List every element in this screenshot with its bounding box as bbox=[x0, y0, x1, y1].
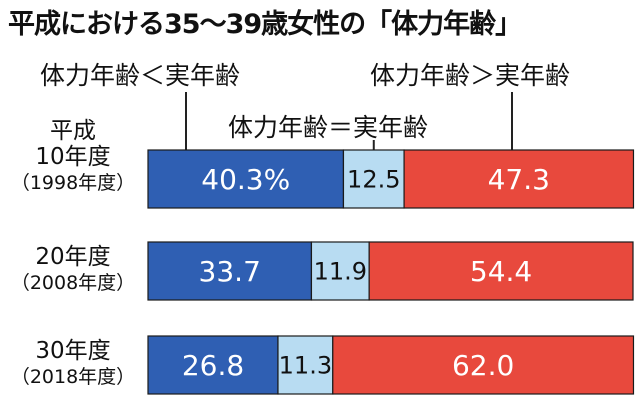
data-label-equal-0: 12.5 bbox=[347, 166, 400, 194]
data-label-higher-0: 47.3 bbox=[488, 163, 550, 196]
bar-segment-higher-2 bbox=[332, 335, 635, 395]
bar-segment-higher-0 bbox=[403, 149, 635, 209]
chart-title: 平成における35〜39歳女性の「体力年齢」 bbox=[8, 9, 522, 40]
bar-segment-lower-1 bbox=[147, 241, 313, 301]
legend-higher: 体力年齢＞実年齢 bbox=[370, 61, 571, 90]
bar-segment-higher-1 bbox=[368, 241, 634, 301]
data-label-equal-1: 11.9 bbox=[314, 258, 367, 286]
bar-segment-lower-0 bbox=[147, 149, 345, 209]
year-sub-label: （2018年度） bbox=[10, 366, 136, 388]
bar-segment-equal-1 bbox=[310, 241, 370, 301]
bar-segment-equal-2 bbox=[277, 335, 334, 395]
row-label-2018: 30年度 （2018年度） bbox=[0, 338, 146, 390]
era-label: 平成 bbox=[50, 118, 96, 144]
year-label: 30年度 bbox=[35, 338, 111, 364]
data-label-higher-2: 62.0 bbox=[452, 349, 514, 382]
year-sub-label: （1998年度） bbox=[10, 172, 136, 194]
legend-equal: 体力年齢＝実年齢 bbox=[228, 113, 429, 142]
data-label-lower-1: 33.7 bbox=[199, 255, 261, 288]
legend-lower: 体力年齢＜実年齢 bbox=[40, 61, 241, 90]
bar-segment-lower-2 bbox=[147, 335, 279, 395]
year-sub-label: （2008年度） bbox=[10, 272, 136, 294]
data-label-higher-1: 54.4 bbox=[470, 255, 532, 288]
data-label-lower-0: 40.3% bbox=[201, 163, 290, 196]
bar-segment-equal-0 bbox=[342, 149, 405, 209]
year-label: 20年度 bbox=[35, 244, 111, 270]
data-label-equal-2: 11.3 bbox=[279, 352, 332, 380]
row-label-1998: 平成 10年度 （1998年度） bbox=[0, 118, 146, 196]
data-label-lower-2: 26.8 bbox=[182, 349, 244, 382]
year-label: 10年度 bbox=[35, 144, 111, 170]
row-label-2008: 20年度 （2008年度） bbox=[0, 244, 146, 296]
